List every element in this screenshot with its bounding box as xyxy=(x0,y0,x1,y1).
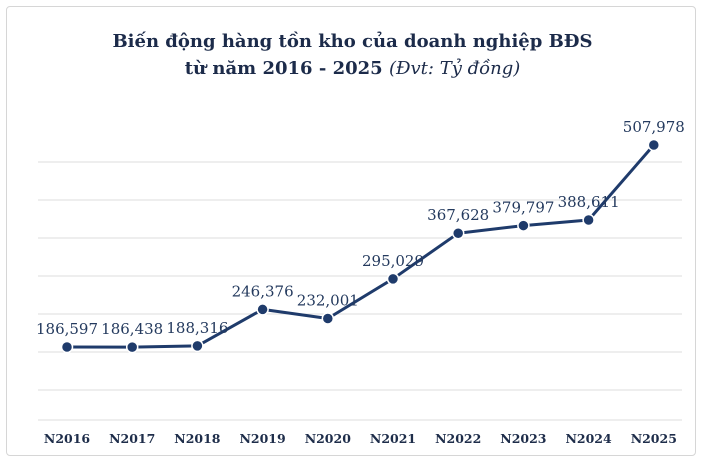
data-label: 295,029 xyxy=(362,252,424,270)
x-tick-label: N2024 xyxy=(565,431,612,446)
data-point xyxy=(451,226,465,240)
series-line-group xyxy=(65,143,656,349)
data-point xyxy=(517,219,530,232)
chart-title-years: từ năm 2016 - 2025 xyxy=(184,58,383,79)
data-label: 188,316 xyxy=(166,319,228,337)
chart-title-line2: từ năm 2016 - 2025 (Đvt: Tỷ đồng) xyxy=(0,55,705,82)
data-point xyxy=(321,312,335,325)
data-label: 246,376 xyxy=(232,282,294,300)
data-label: 186,438 xyxy=(101,320,163,338)
data-label: 379,797 xyxy=(492,199,554,217)
data-point xyxy=(60,340,74,354)
x-axis-tick-labels: N2016 N2017 N2018 N2019 N2020 N2021 N2022 N2023… xyxy=(44,431,677,446)
data-point xyxy=(125,340,139,354)
x-tick-label: N2017 xyxy=(109,431,155,446)
gridlines xyxy=(38,161,682,421)
data-point xyxy=(582,213,595,227)
chart-title-unit: (Đvt: Tỷ đồng) xyxy=(388,58,521,79)
x-tick-label: N2022 xyxy=(435,431,481,446)
x-tick-label: N2025 xyxy=(631,431,677,446)
x-tick-label: N2016 xyxy=(44,431,91,446)
data-label: 232,001 xyxy=(297,291,359,309)
data-label: 507,978 xyxy=(623,118,685,136)
chart-title-line1: Biến động hàng tồn kho của doanh nghiệp … xyxy=(112,31,593,52)
data-label: 367,628 xyxy=(427,206,489,224)
x-tick-label: N2021 xyxy=(370,431,416,446)
markers xyxy=(60,138,661,354)
data-point xyxy=(256,303,269,316)
chart-frame xyxy=(6,6,696,456)
x-tick-label: N2018 xyxy=(174,431,221,446)
series-line xyxy=(65,143,656,349)
x-tick-label: N2020 xyxy=(305,431,352,446)
data-point xyxy=(191,339,204,353)
data-label: 186,597 xyxy=(36,320,98,338)
x-tick-label: N2019 xyxy=(239,431,285,446)
x-tick-label: N2023 xyxy=(500,431,546,446)
chart-title: Biến động hàng tồn kho của doanh nghiệp … xyxy=(0,28,705,82)
data-label: 388,611 xyxy=(558,193,620,211)
data-point xyxy=(647,138,661,152)
data-point xyxy=(386,272,400,286)
